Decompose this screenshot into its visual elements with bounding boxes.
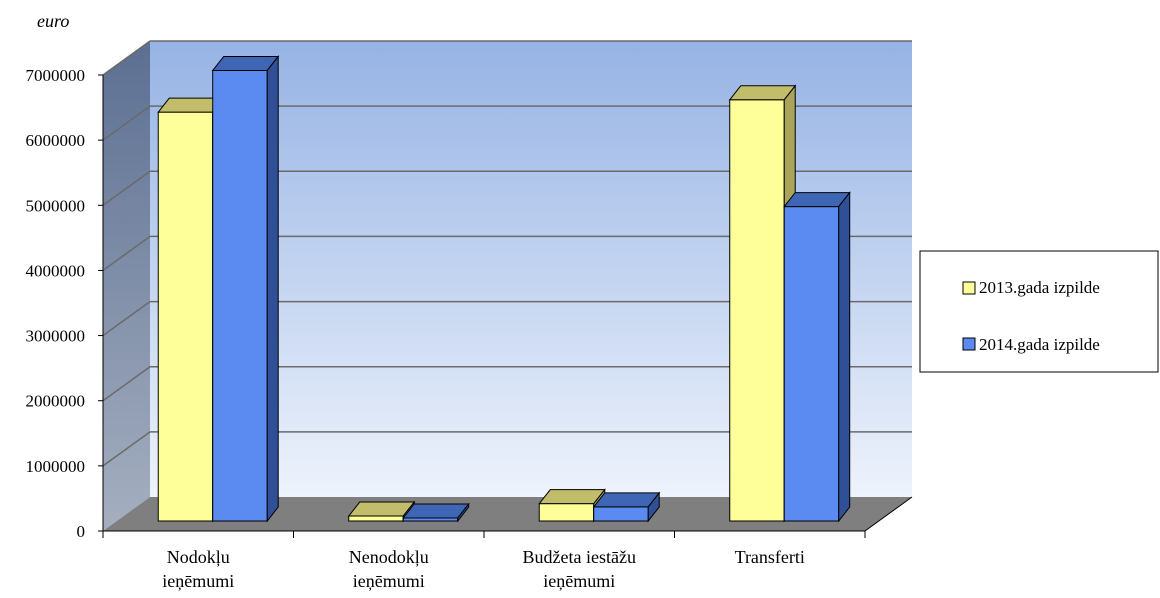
bar-front bbox=[729, 99, 785, 522]
bar-side bbox=[266, 54, 279, 523]
gridline-side bbox=[102, 366, 151, 402]
bar bbox=[592, 491, 661, 523]
bar-front bbox=[593, 506, 649, 522]
x-tick-label: ieņēmumi bbox=[162, 571, 234, 591]
gridline-side bbox=[102, 105, 151, 141]
legend: 2013.gada izpilde 2014.gada izpilde bbox=[919, 250, 1159, 373]
y-tick-label: 0 bbox=[77, 522, 86, 541]
bar-side bbox=[838, 191, 851, 523]
x-tick-label: Transferti bbox=[735, 547, 805, 567]
gridline-side bbox=[102, 170, 151, 206]
x-tick-label: Nenodokļu bbox=[349, 547, 429, 567]
floor-edge-line bbox=[864, 496, 913, 532]
x-tick-labels: Nodokļu ieņēmumi Nenodokļu ieņēmumi Budžeta … bbox=[162, 547, 805, 591]
y-tick-label: 7000000 bbox=[26, 66, 86, 85]
gridline-side bbox=[102, 235, 151, 272]
bar-front bbox=[348, 515, 404, 522]
bar-front bbox=[212, 69, 268, 522]
bar-front bbox=[157, 111, 214, 522]
chart-back-wall bbox=[150, 41, 912, 497]
y-tick-label: 3000000 bbox=[26, 327, 86, 346]
x-tick-label: ieņēmumi bbox=[543, 571, 615, 591]
y-tick-label: 6000000 bbox=[26, 131, 86, 150]
legend-label-2013: 2013.gada izpilde bbox=[979, 278, 1100, 297]
legend-swatch-2013 bbox=[962, 281, 976, 295]
gridline-side bbox=[102, 431, 151, 467]
bar-side bbox=[647, 491, 660, 523]
y-tick-label: 4000000 bbox=[26, 261, 86, 280]
legend-box bbox=[919, 250, 1159, 373]
chart-floor bbox=[103, 497, 912, 531]
bars bbox=[157, 54, 851, 523]
x-tick-label: Nodokļu bbox=[167, 547, 230, 567]
y-tick-label: 5000000 bbox=[26, 196, 86, 215]
bar-side bbox=[457, 502, 470, 523]
gridline-side bbox=[102, 300, 151, 337]
legend-label-2014: 2014.gada izpilde bbox=[979, 335, 1100, 354]
y-tick-label: 2000000 bbox=[26, 392, 86, 411]
chart-side-wall bbox=[103, 41, 150, 531]
bar bbox=[211, 54, 280, 523]
bar bbox=[783, 191, 851, 523]
bar-front bbox=[783, 206, 840, 522]
bar bbox=[402, 502, 470, 523]
x-tick-label: Budžeta iestāžu bbox=[523, 547, 636, 567]
legend-swatch-2014 bbox=[962, 337, 976, 351]
bar-front bbox=[538, 503, 595, 522]
y-ticks: 0 1000000 2000000 3000000 4000000 5000000 6000… bbox=[26, 66, 103, 541]
gridline-side bbox=[102, 40, 151, 76]
y-tick-label: 1000000 bbox=[26, 457, 86, 476]
x-ticks bbox=[102, 531, 866, 538]
x-tick-label: ieņēmumi bbox=[353, 571, 425, 591]
y-unit-label: euro bbox=[37, 11, 69, 31]
